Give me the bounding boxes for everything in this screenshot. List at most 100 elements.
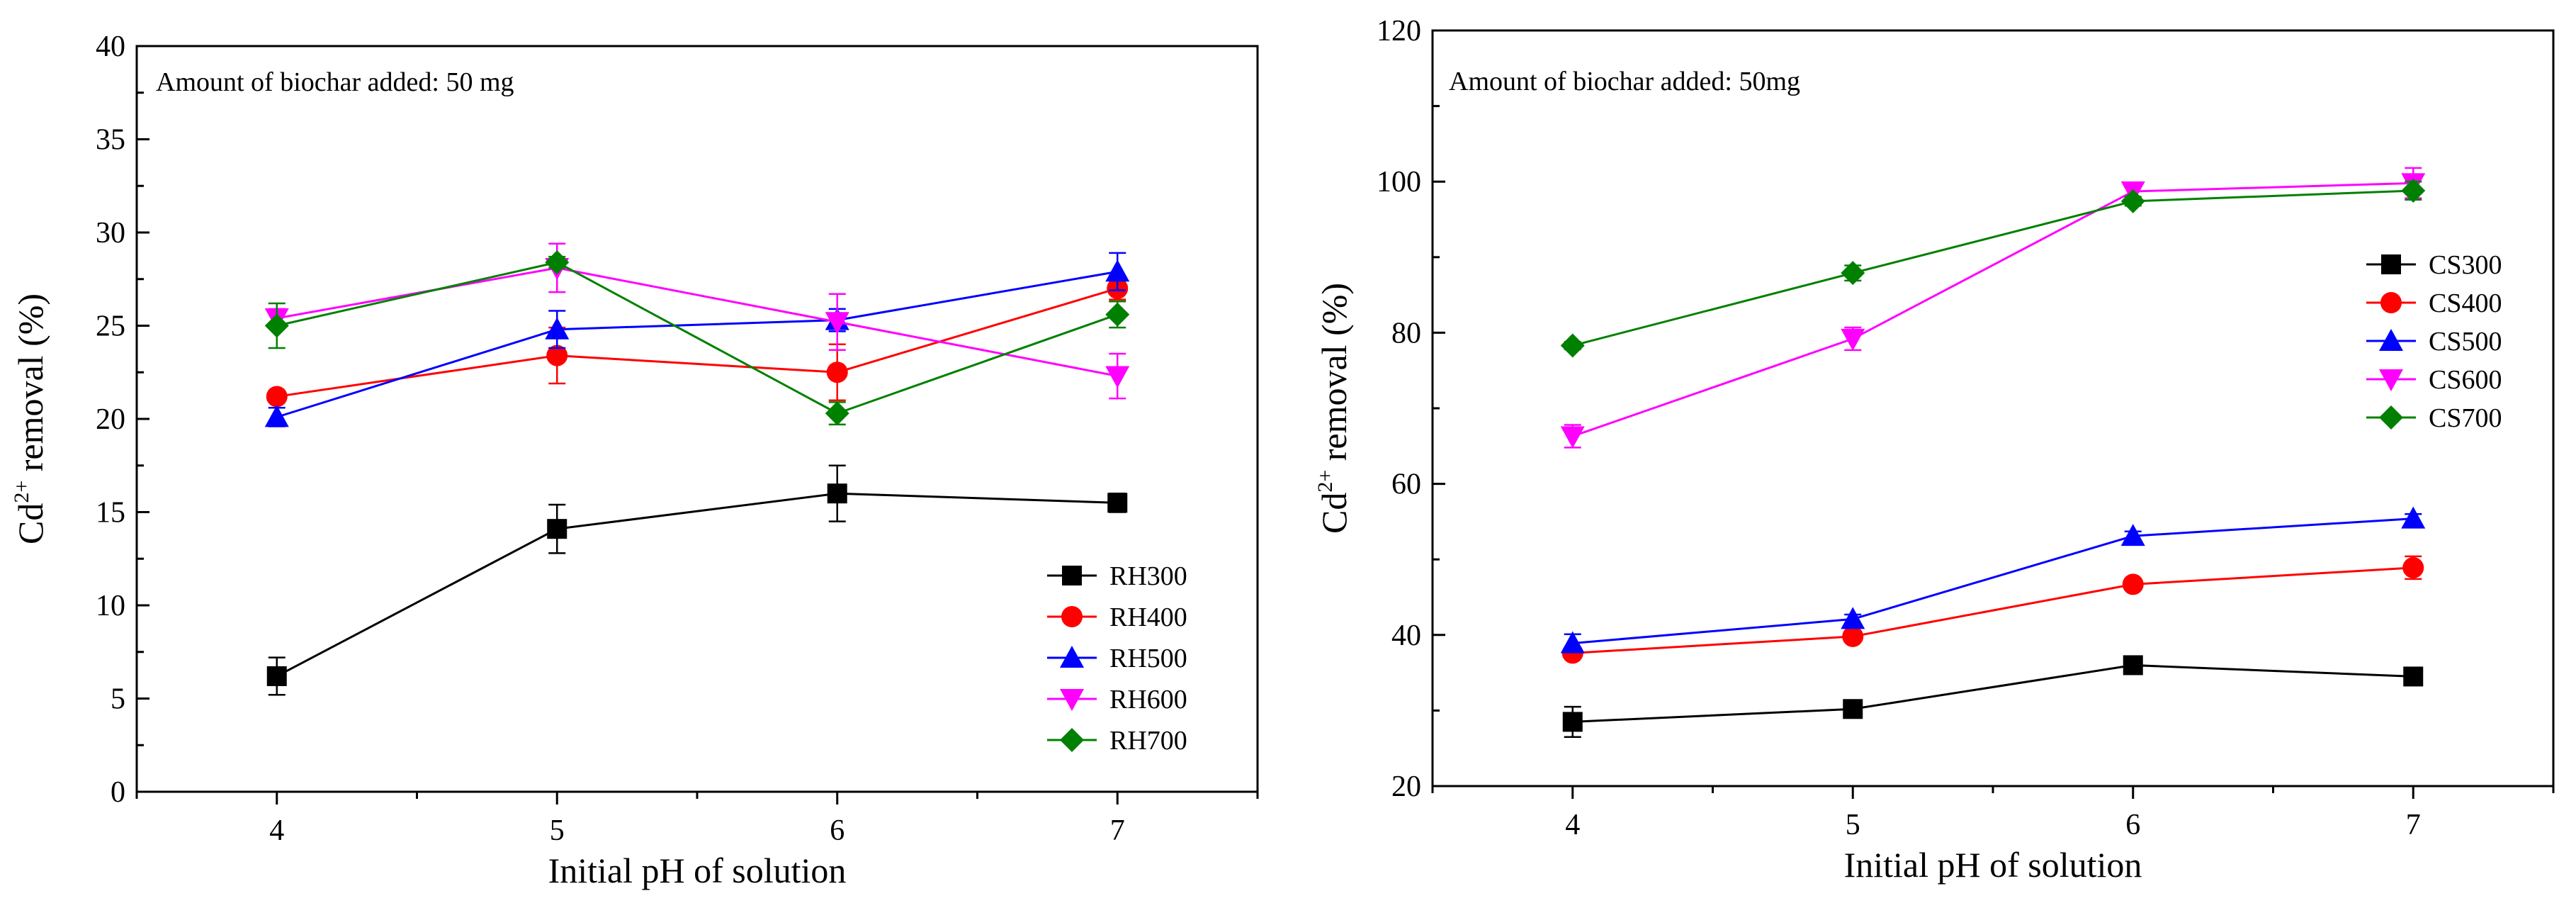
legend-marker	[2379, 405, 2403, 430]
series-line-rh300	[276, 492, 1118, 678]
data-point-rh700	[825, 401, 849, 426]
series-cs700	[1560, 178, 2426, 358]
data-point-rh700	[264, 313, 289, 338]
legend-label: RH400	[1109, 602, 1187, 632]
y-axis-title: Cd2+ removal (%)	[10, 293, 50, 544]
x-axis-title: Initial pH of solution	[1844, 845, 2142, 885]
y-tick-label: 40	[1391, 620, 1421, 652]
legend-marker	[2379, 369, 2403, 391]
x-tick-label: 4	[1565, 809, 1580, 841]
y-axis-title-suffix: removal (%)	[1314, 283, 1354, 470]
y-tick-label: 80	[1391, 317, 1421, 349]
legend-label: CS500	[2429, 327, 2502, 357]
series-cs300	[1562, 655, 2424, 738]
legend-item-rh400: RH400	[1047, 602, 1187, 632]
legend-item-cs600: CS600	[2366, 365, 2502, 395]
y-axis-title-prefix: Cd	[11, 503, 50, 544]
data-point-cs400	[1842, 625, 1864, 647]
data-point-rh300	[1107, 493, 1128, 513]
series-line-cs300	[1572, 663, 2414, 723]
y-tick-label: 100	[1377, 166, 1421, 198]
legend-label: RH300	[1109, 561, 1187, 591]
legend-marker	[1060, 728, 1084, 752]
y-tick-label: 40	[96, 30, 125, 63]
data-point-rh700	[545, 250, 570, 275]
y-tick-label: 15	[96, 497, 125, 529]
y-axis-title-prefix: Cd	[1314, 493, 1354, 534]
x-tick-label: 4	[269, 814, 284, 847]
x-tick-label: 5	[1846, 809, 1860, 841]
legend-item-cs300: CS300	[2366, 250, 2502, 280]
legend-marker	[1061, 606, 1083, 627]
data-point-rh600	[1105, 366, 1130, 388]
legend-label: CS600	[2429, 365, 2502, 395]
legend-item-rh600: RH600	[1047, 685, 1187, 714]
data-point-rh500	[264, 405, 289, 427]
x-tick-label: 6	[830, 814, 844, 847]
data-point-cs700	[2401, 178, 2426, 203]
legend-item-cs500: CS500	[2366, 327, 2502, 357]
series-cs600	[1560, 167, 2426, 449]
y-tick-label: 60	[1391, 469, 1421, 501]
data-point-cs400	[2122, 573, 2144, 595]
data-point-rh500	[1105, 259, 1130, 282]
x-tick-label: 6	[2125, 809, 2140, 841]
data-point-cs400	[2402, 556, 2424, 578]
series-rh600	[264, 242, 1130, 400]
y-axis-title: Cd2+ removal (%)	[1314, 283, 1354, 534]
data-point-rh600	[825, 312, 849, 335]
legend-label: CS700	[2429, 403, 2502, 433]
data-point-cs600	[1560, 426, 1585, 449]
data-point-cs700	[1560, 333, 1585, 358]
series-cs400	[1561, 555, 2424, 664]
series-cs500	[1560, 506, 2426, 654]
y-axis-title-superscript: 2+	[10, 481, 33, 503]
series-line-rh500	[276, 270, 1118, 418]
data-point-rh400	[266, 386, 288, 408]
data-point-cs500	[2401, 506, 2426, 529]
series-line-cs700	[1572, 189, 2414, 347]
y-tick-label: 30	[96, 217, 125, 250]
series-rh500	[264, 252, 1130, 427]
series-rh700	[264, 250, 1130, 426]
y-tick-label: 5	[111, 683, 125, 716]
x-tick-label: 7	[1110, 814, 1125, 847]
annotation-biochar-amount: Amount of biochar added: 50mg	[1449, 67, 1800, 96]
y-tick-label: 25	[96, 310, 125, 343]
legend-marker	[2380, 292, 2402, 313]
y-tick-label: 35	[96, 124, 125, 157]
legend: CS300 CS400 CS500 CS600 CS700	[2366, 250, 2502, 433]
legend-marker	[1060, 689, 1084, 711]
data-point-rh300	[547, 519, 567, 539]
data-point-rh400	[546, 344, 568, 366]
y-axis-title-suffix: removal (%)	[11, 293, 50, 481]
data-point-rh400	[826, 361, 848, 383]
chart-panel-cs: 20 40 60 80 100 120 4 5 6 7 Initial pH of solution…	[1314, 15, 2555, 885]
data-point-cs300	[2403, 666, 2424, 687]
legend-label: CS300	[2429, 250, 2502, 280]
data-point-rh500	[545, 317, 570, 340]
legend-item-rh300: RH300	[1047, 561, 1187, 591]
y-tick-label: 120	[1377, 15, 1421, 47]
data-point-cs700	[1841, 261, 1865, 286]
legend-item-cs700: CS700	[2366, 403, 2502, 433]
series-line-rh400	[276, 287, 1118, 398]
y-tick-label: 20	[96, 403, 125, 436]
legend-item-cs400: CS400	[2366, 288, 2502, 318]
series-line-cs600	[1572, 181, 2414, 437]
data-point-cs300	[1843, 699, 1863, 719]
y-axis-title-superscript: 2+	[1314, 470, 1337, 493]
data-point-cs300	[2123, 655, 2143, 676]
legend-item-rh700: RH700	[1047, 726, 1187, 756]
legend-marker	[1062, 566, 1082, 585]
series-line-cs500	[1572, 517, 2414, 645]
legend: RH300 RH400 RH500 RH600 RH700	[1047, 561, 1187, 756]
series-rh300	[266, 464, 1128, 696]
legend-label: RH700	[1109, 726, 1187, 756]
x-tick-label: 5	[550, 814, 565, 847]
y-tick-label: 20	[1391, 770, 1421, 803]
series-line-rh700	[276, 261, 1118, 415]
annotation-biochar-amount: Amount of biochar added: 50 mg	[156, 67, 514, 97]
